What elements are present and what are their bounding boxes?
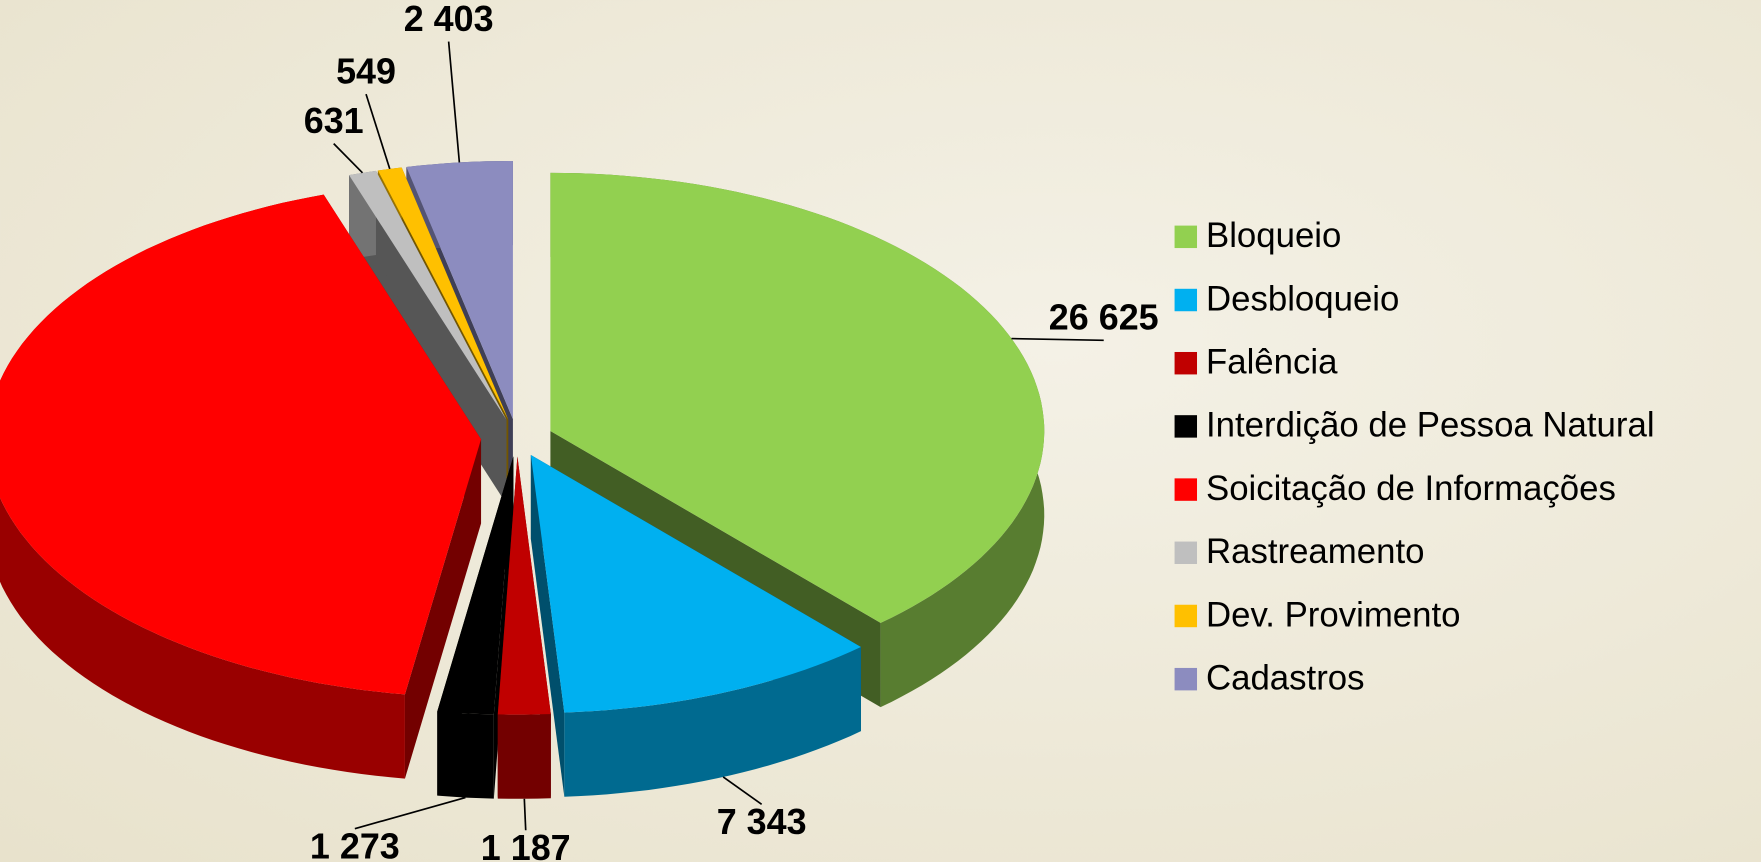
legend-swatch (1174, 478, 1198, 501)
slice-top (0, 194, 482, 695)
legend-label: Interdição de Pessoa Natural (1206, 407, 1655, 445)
slice-top (349, 170, 507, 420)
legend-label: Dev. Provimento (1206, 596, 1461, 634)
legend-label: Bloqueio (1206, 217, 1341, 255)
slice-top (550, 172, 1045, 623)
value-label: 1 187 (481, 827, 571, 862)
leader-line (447, 41, 461, 163)
value-label: 549 (336, 50, 396, 91)
slice (530, 455, 861, 797)
slice-wall (530, 455, 565, 797)
slice-top (406, 160, 513, 420)
slice (497, 456, 551, 799)
legend-label: Desbloqueio (1206, 280, 1399, 318)
slice-top (377, 167, 509, 420)
slice-wall (404, 439, 482, 779)
slice (437, 456, 514, 799)
leader-line (523, 798, 527, 831)
legend-label: Cadastros (1206, 659, 1365, 697)
value-label: 631 (304, 100, 364, 141)
legend-swatch (1174, 604, 1198, 628)
leader-line (1011, 337, 1104, 342)
legend-swatch (1174, 415, 1198, 438)
slice-side (497, 714, 551, 799)
legend-swatch (1174, 225, 1198, 249)
slice-side (437, 711, 494, 799)
slice-top (530, 455, 861, 713)
legend-swatch (1174, 541, 1198, 565)
value-label: 7 343 (717, 801, 807, 842)
value-label: 1 273 (310, 825, 400, 862)
value-label: 26 625 (1049, 297, 1159, 338)
legend-label: Rastreamento (1206, 533, 1424, 571)
legend-swatch (1174, 351, 1198, 375)
slice-top (437, 456, 514, 715)
value-label: 2 403 (404, 0, 494, 39)
leader-line (333, 143, 364, 174)
leader-line (722, 776, 763, 806)
slice (0, 194, 482, 779)
leader-line (365, 93, 391, 170)
legend-label: Falência (1206, 344, 1338, 382)
slice-side (564, 646, 861, 797)
legend-swatch (1174, 667, 1198, 691)
legend-label: Soicitação de Informações (1206, 470, 1616, 508)
slice-top (497, 456, 551, 715)
legend-swatch (1174, 288, 1198, 312)
leader-line (354, 796, 466, 830)
